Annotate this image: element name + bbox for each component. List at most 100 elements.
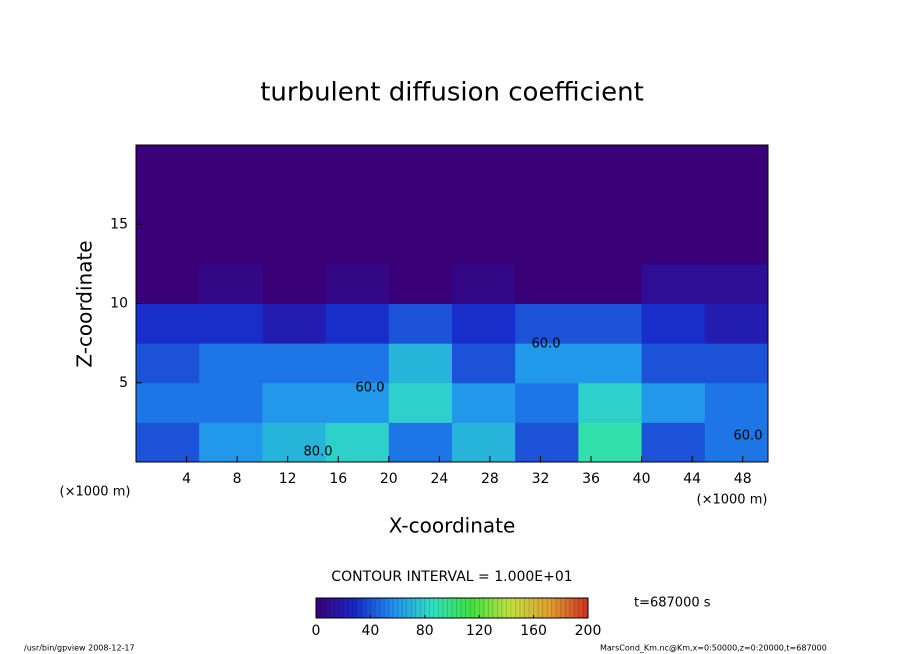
x-tick-label: 40 (633, 471, 651, 487)
field-cell (515, 184, 579, 225)
colorbar-tick-label: 80 (416, 623, 434, 639)
colorbar-tick-label: 0 (312, 623, 321, 639)
contour-label: 80.0 (304, 445, 333, 460)
field-cell (704, 303, 769, 344)
field-cell (262, 303, 327, 344)
field-cell (136, 145, 200, 186)
field-cell (578, 224, 643, 265)
field-cell (325, 422, 390, 463)
field-cell (262, 224, 327, 265)
field-cell (515, 263, 579, 304)
field-cell (704, 343, 769, 384)
x-tick-label: 28 (481, 471, 499, 487)
field-cell (641, 343, 706, 384)
field-cell (704, 224, 769, 265)
field-cell (199, 382, 263, 423)
field-cell (641, 145, 706, 186)
contour-interval: CONTOUR INTERVAL = 1.000E+01 (331, 569, 572, 585)
footer-right: MarsCond_Km.nc@Km,x=0:50000,z=0:20000,t=… (600, 644, 827, 653)
contour-label: 60.0 (532, 337, 561, 352)
y-tick-label: 10 (110, 296, 128, 312)
field-cell (452, 263, 516, 304)
field-cell (325, 303, 390, 344)
contour-label: 60.0 (734, 429, 763, 444)
field-cell (388, 303, 453, 344)
field-cell (136, 263, 200, 304)
field-cell (388, 263, 453, 304)
field-cell (388, 145, 453, 186)
field-cell (704, 422, 769, 463)
x-tick-label: 4 (182, 471, 191, 487)
field-cell (262, 382, 327, 423)
colorbar-tick-label: 40 (361, 623, 379, 639)
x-tick-label: 36 (582, 471, 600, 487)
colorbar-tick-label: 200 (575, 623, 602, 639)
x-tick-label: 32 (532, 471, 550, 487)
x-axis-label: X-coordinate (389, 514, 516, 538)
field-cell (136, 303, 200, 344)
field-cell (641, 224, 706, 265)
field-cell (641, 422, 706, 463)
y-tick-label: 15 (110, 216, 128, 232)
y-unit: (×1000 m) (60, 485, 131, 500)
field-cell (388, 382, 453, 423)
field-cell (452, 422, 516, 463)
field-cell (136, 343, 200, 384)
field-cell (199, 224, 263, 265)
y-tick-label: 5 (119, 375, 128, 391)
colorbar-tick-label: 120 (466, 623, 493, 639)
field-cell (136, 184, 200, 225)
chart-title: turbulent diffusion coefficient (260, 78, 644, 108)
field-cell (578, 343, 643, 384)
field-cell (262, 422, 327, 463)
field-cell (515, 303, 579, 344)
field-cell (515, 343, 579, 384)
x-tick-label: 20 (380, 471, 398, 487)
colorbar (315, 597, 589, 619)
x-tick-label: 24 (430, 471, 448, 487)
field-cell (136, 422, 200, 463)
field-cell (641, 303, 706, 344)
field-cell (452, 224, 516, 265)
field-cell (388, 184, 453, 225)
field-cell (704, 184, 769, 225)
x-unit: (×1000 m) (697, 493, 768, 508)
x-tick-label: 44 (683, 471, 701, 487)
field-cell (578, 184, 643, 225)
contour-label: 60.0 (356, 381, 385, 396)
field-cell (262, 263, 327, 304)
field-cell (578, 382, 643, 423)
field-cell (704, 263, 769, 304)
field-cell (515, 145, 579, 186)
footer-left: /usr/bin/gpview 2008-12-17 (24, 644, 135, 653)
field-cell (452, 343, 516, 384)
field-cell (199, 422, 263, 463)
field-cell (199, 184, 263, 225)
field-cell (515, 422, 579, 463)
field-cell (325, 263, 390, 304)
field-cell (199, 145, 263, 186)
x-tick-label: 48 (734, 471, 752, 487)
field-cell (136, 224, 200, 265)
field-cell (641, 382, 706, 423)
field-cell (262, 145, 327, 186)
field-cell (262, 184, 327, 225)
x-tick-label: 12 (279, 471, 297, 487)
field-cell (199, 343, 263, 384)
field-cell (515, 382, 579, 423)
field-cell (452, 382, 516, 423)
field-cell (325, 343, 390, 384)
field-cell (704, 382, 769, 423)
field-cell (325, 224, 390, 265)
field-cell (388, 422, 453, 463)
field-cell (578, 303, 643, 344)
field-cell (641, 184, 706, 225)
x-tick-label: 16 (329, 471, 347, 487)
field-cell (199, 263, 263, 304)
field-cell (388, 224, 453, 265)
field-cell (136, 382, 200, 423)
x-tick-label: 8 (233, 471, 242, 487)
y-axis-label: Z-coordinate (73, 240, 97, 367)
field-cell (388, 343, 453, 384)
field-cell (262, 343, 327, 384)
